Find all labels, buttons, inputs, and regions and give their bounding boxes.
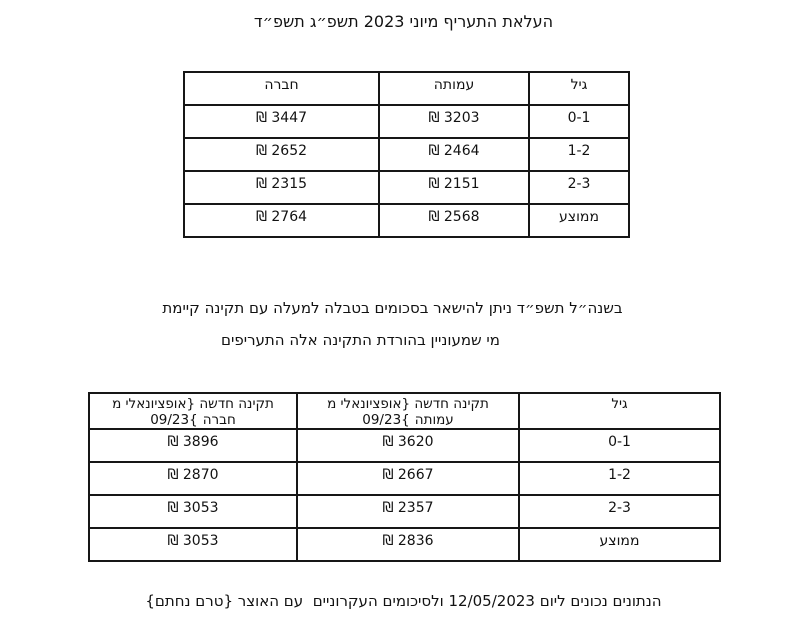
table-row: 2-3 2357 ₪ 3053 ₪ — [88, 494, 721, 529]
table-row: 0-1 3620 ₪ 3896 ₪ — [88, 428, 721, 463]
tariff-table-current: גיל עמותה חברה 0-1 3203 ₪ 3447 ₪ 1-2 246… — [183, 71, 630, 238]
tariff-table-new-standard: גיל תקינה חדשה {אופציונאלי מ 09/23{ עמות… — [88, 392, 721, 562]
amuta-price-cell: 2836 ₪ — [296, 527, 520, 562]
company-price-cell: 3896 ₪ — [88, 428, 298, 463]
age-cell: 0-1 — [528, 104, 630, 139]
column-header-age: גיל — [528, 71, 630, 106]
amuta-price-cell: 2151 ₪ — [378, 170, 530, 205]
header-entity-label: חברה — [202, 412, 236, 428]
column-header-age: גיל — [518, 392, 721, 430]
age-cell: 0-1 — [518, 428, 721, 463]
company-price-cell: 3447 ₪ — [183, 104, 380, 139]
column-header-company: חברה — [183, 71, 380, 106]
amuta-price-cell: 2464 ₪ — [378, 137, 530, 172]
age-cell: 2-3 — [528, 170, 630, 205]
table-row: 2-3 2151 ₪ 2315 ₪ — [183, 170, 630, 205]
table-row: 1-2 2667 ₪ 2870 ₪ — [88, 461, 721, 496]
header-date: 09/23{ — [150, 412, 198, 428]
note-line-2: מי שמעוניין בהורדת התקינה אלה התעריפים — [221, 331, 500, 349]
amuta-price-cell: 3203 ₪ — [378, 104, 530, 139]
table-row: 1-2 2464 ₪ 2652 ₪ — [183, 137, 630, 172]
header-line-2: 09/23{ עמותה — [300, 412, 516, 428]
amuta-price-cell: 3620 ₪ — [296, 428, 520, 463]
header-line-2: 09/23{ חברה — [92, 412, 294, 428]
age-cell: ממוצע — [528, 203, 630, 238]
company-price-cell: 2315 ₪ — [183, 170, 380, 205]
age-cell: 1-2 — [518, 461, 721, 496]
header-line-1: תקינה חדשה {אופציונאלי מ — [327, 396, 489, 412]
column-header-amuta-new: תקינה חדשה {אופציונאלי מ 09/23{ עמותה — [296, 392, 520, 430]
column-header-company-new: תקינה חדשה {אופציונאלי מ 09/23{ חברה — [88, 392, 298, 430]
age-cell: 1-2 — [528, 137, 630, 172]
table-row-average: ממוצע 2568 ₪ 2764 ₪ — [183, 203, 630, 238]
company-price-cell: 2764 ₪ — [183, 203, 380, 238]
company-price-cell: 3053 ₪ — [88, 527, 298, 562]
footer-note: הנתונים נכונים ליום 12/05/2023 ולסיכומים… — [145, 592, 662, 610]
company-price-cell: 3053 ₪ — [88, 494, 298, 529]
table-row: 0-1 3203 ₪ 3447 ₪ — [183, 104, 630, 139]
page-title: העלאת התעריף מיוני 2023 תשפ״ג תשפ״ד — [253, 12, 554, 31]
header-entity-label: עמותה — [414, 412, 454, 428]
note-line-1: בשנה״ל תשפ״ד ניתן להישאר בסכומים בטבלה ל… — [162, 299, 623, 317]
company-price-cell: 2652 ₪ — [183, 137, 380, 172]
header-line-1: תקינה חדשה {אופציונאלי מ — [112, 396, 274, 412]
table-header-row: גיל תקינה חדשה {אופציונאלי מ 09/23{ עמות… — [88, 392, 721, 430]
table-header-row: גיל עמותה חברה — [183, 71, 630, 106]
column-header-amuta: עמותה — [378, 71, 530, 106]
header-date: 09/23{ — [362, 412, 410, 428]
amuta-price-cell: 2667 ₪ — [296, 461, 520, 496]
company-price-cell: 2870 ₪ — [88, 461, 298, 496]
amuta-price-cell: 2357 ₪ — [296, 494, 520, 529]
age-cell: ממוצע — [518, 527, 721, 562]
age-cell: 2-3 — [518, 494, 721, 529]
amuta-price-cell: 2568 ₪ — [378, 203, 530, 238]
table-row-average: ממוצע 2836 ₪ 3053 ₪ — [88, 527, 721, 562]
